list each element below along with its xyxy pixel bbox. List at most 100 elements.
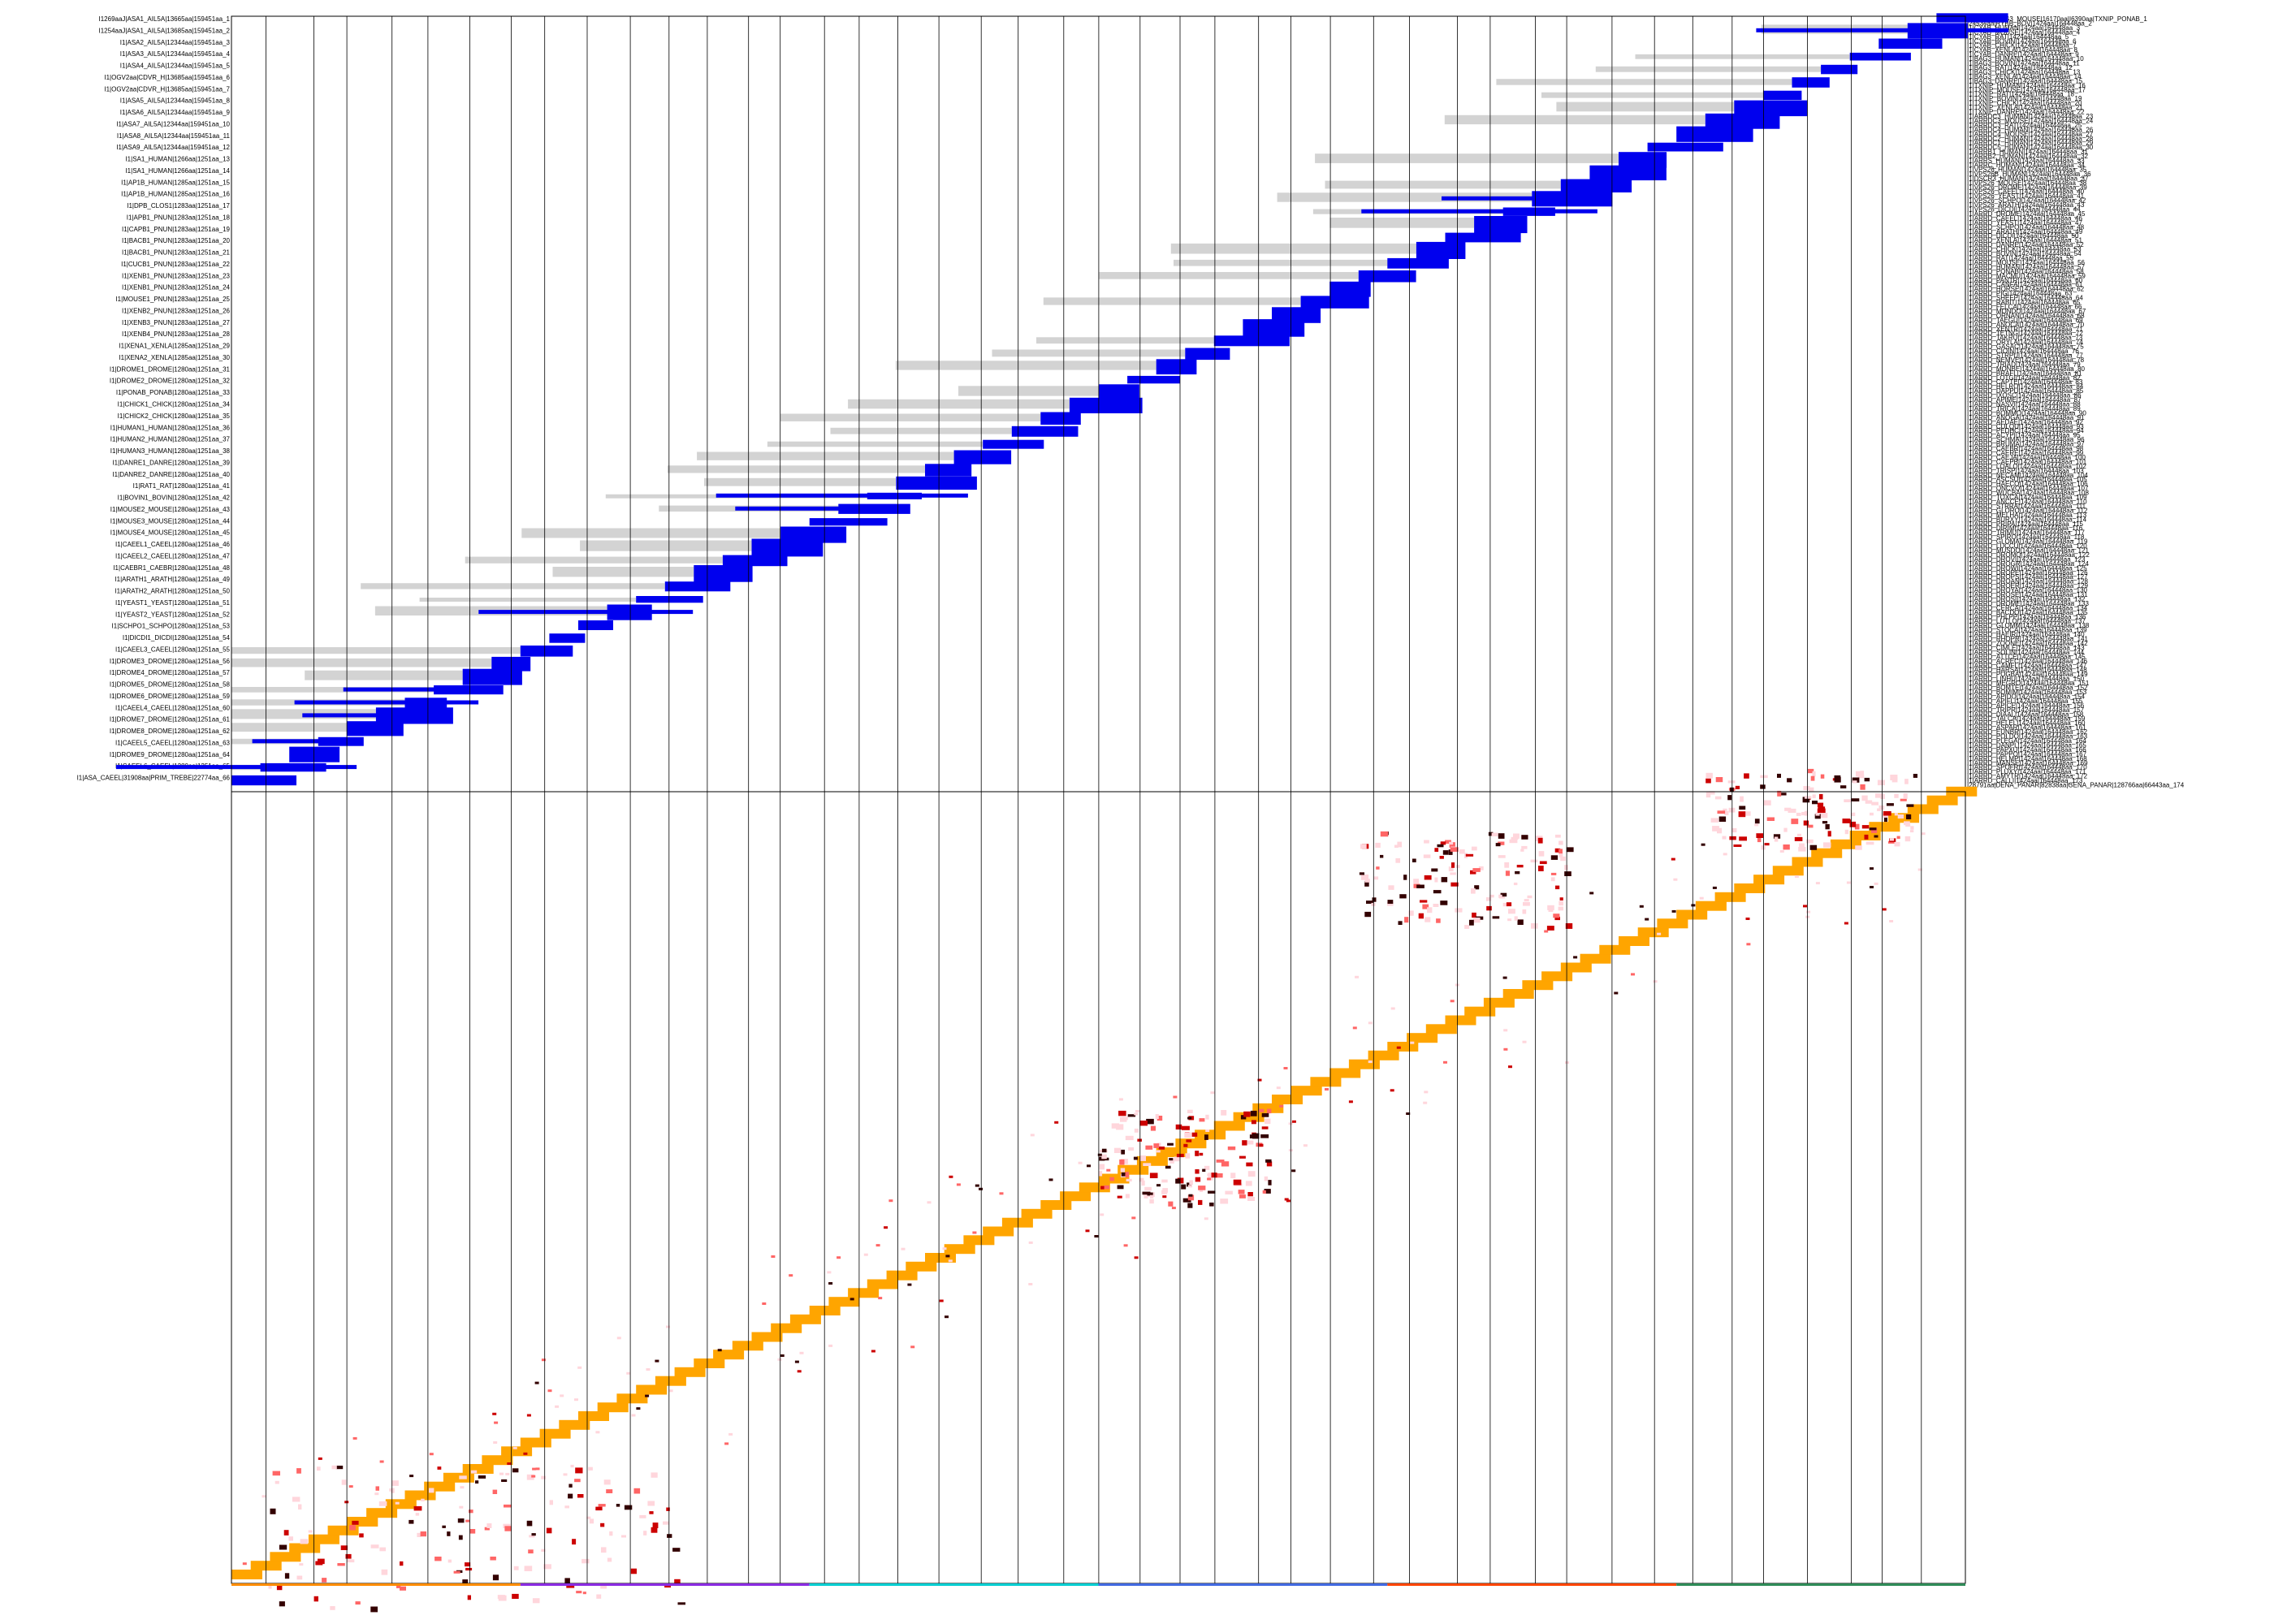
contact-cell (1508, 909, 1515, 914)
contact-cell (381, 1569, 388, 1575)
contact-cell (279, 1601, 285, 1607)
right-label: I1|ARRD_BOMTE|1424aa|164448aa_152 (1967, 685, 2088, 692)
right-label: I1|ARRD_LINHU|1424aa|164448aa_150 (1967, 676, 2085, 683)
contact-cell (379, 1547, 386, 1552)
contact-cell (1472, 912, 1476, 918)
contact-cell (607, 1557, 612, 1562)
contact-diagonal (559, 1419, 590, 1430)
contact-cell (609, 1531, 613, 1536)
contact-cell (375, 1486, 379, 1491)
contact-cell (1348, 1100, 1353, 1104)
contact-cell (526, 1520, 533, 1527)
contact-cell (910, 1345, 915, 1349)
contact-cell (1527, 895, 1533, 899)
contact-cell (789, 1274, 793, 1277)
contact-cell (1803, 820, 1809, 826)
right-label: I27009aa|BAG3_MOUSE|16170aa|I6390aa|TXNI… (1967, 15, 2147, 23)
contact-cell (1464, 925, 1470, 929)
contact-cell (828, 1344, 833, 1347)
contact-cell (560, 1394, 564, 1397)
contact-cell (1149, 1173, 1158, 1178)
left-label: I1|CAEBR1_CAEBR|1280aa|1251aa_48 (113, 564, 230, 572)
contact-cell (577, 1494, 584, 1498)
coverage-gap (580, 540, 752, 551)
contact-cell (1723, 808, 1727, 813)
right-label: I1|ARRD_ORNAN|1424aa|164448aa_68 (1967, 312, 2085, 319)
contact-diagonal (1560, 962, 1592, 973)
contact-diagonal (674, 1367, 706, 1377)
contact-cell (1439, 856, 1444, 859)
contact-cell (1791, 818, 1799, 824)
contact-diagonal (1907, 804, 1939, 814)
contact-cell (1360, 844, 1367, 849)
contact-cell (1101, 1148, 1107, 1153)
contact-cell (1564, 871, 1571, 876)
contact-cell (524, 1566, 533, 1571)
right-label: I1|ARRD_MEGRO|1424aa|164448aa_151 (1967, 680, 2090, 687)
right-label: I1|ARRD_LOTGI|1424aa|164448aa_82 (1967, 374, 2081, 382)
contact-cell (420, 1531, 426, 1537)
contact-cell (1871, 801, 1878, 806)
contact-cell (1553, 914, 1560, 918)
contact-cell (1803, 905, 1807, 908)
right-label: I1|ARRD_DROME|1424aa|164448aa_133 (1967, 600, 2089, 607)
contact-cell (391, 1480, 399, 1486)
contact-cell (484, 1527, 490, 1531)
contact-diagonal (1541, 971, 1573, 982)
right-label: I1|ARRD_ZOONE|1424aa|164448aa_142 (1967, 640, 2088, 647)
contact-cell (1773, 834, 1781, 839)
contact-cell (457, 1518, 465, 1523)
contact-cell (1498, 833, 1505, 839)
contact-cell (1522, 1040, 1527, 1043)
contact-cell (1812, 794, 1816, 798)
right-label: I1|ARRD_GLORO|1424aa|164448aa_112 (1967, 507, 2088, 514)
right-label: I1|ARRD_HAECO|1424aa|164448aa_106 (1967, 481, 2088, 488)
coverage-block (1156, 359, 1197, 375)
coverage-block (1705, 113, 1780, 129)
coverage-gap (231, 658, 492, 667)
contact-cell (1450, 1000, 1455, 1003)
contact-cell (1500, 892, 1507, 897)
contact-cell (1450, 882, 1459, 887)
contact-cell (1465, 853, 1474, 857)
contact-diagonal (1657, 918, 1688, 929)
axis-strip-segment (1387, 1583, 1677, 1586)
contact-cell (1787, 778, 1792, 783)
contact-diagonal (1676, 909, 1708, 920)
contact-cell (299, 1563, 304, 1566)
contact-cell (1554, 834, 1561, 838)
right-label: I1|ARRD_DROGR|1424aa|164448aa_124 (1967, 560, 2089, 568)
right-label: I1|ARRD_BRAFL|1424aa|164448aa_81 (1967, 369, 2082, 377)
coverage-block (694, 565, 753, 582)
contact-cell (999, 1192, 1004, 1195)
contact-cell (972, 1231, 977, 1234)
contact-diagonal (1599, 944, 1631, 955)
coverage-gap (231, 723, 348, 732)
contact-diagonal (1580, 953, 1611, 964)
contact-diagonal (694, 1358, 725, 1368)
right-label: I1|ARRD_PIG|1424aa|164448aa_63 (1967, 290, 2073, 297)
contact-cell (1731, 827, 1737, 833)
left-label: I1|CAEEL1_CAEEL|1280aa|1251aa_46 (115, 541, 231, 548)
contact-cell (1247, 1140, 1254, 1145)
contact-cell (1856, 771, 1861, 777)
contact-diagonal (1811, 848, 1843, 858)
contact-cell (547, 1389, 552, 1393)
coverage-block (578, 620, 613, 630)
contact-cell (1489, 894, 1494, 898)
contact-cell (1150, 1194, 1154, 1199)
right-label: I1|VPS26_YEAST|1424aa|164448aa_41 (1967, 192, 2085, 200)
contact-cell (1396, 1046, 1401, 1049)
contact-cell (1671, 857, 1675, 861)
right-label: I1|ARRDC5_HUMAN|1424aa|164448aa_30 (1967, 144, 2094, 151)
right-label: I1|ARRD_DIRIM|1424aa|164448aa_116 (1967, 525, 2083, 532)
contact-cell (501, 1479, 508, 1482)
contact-cell (1746, 943, 1751, 946)
left-label: I1|MOUSE4_MOUSE|1280aa|1251aa_45 (110, 529, 231, 537)
contact-cell (1894, 793, 1899, 798)
contact-cell (780, 1354, 785, 1357)
contact-cell (1804, 810, 1808, 816)
contact-cell (1891, 777, 1898, 783)
contact-cell (1744, 773, 1749, 779)
contact-cell (1709, 791, 1715, 795)
